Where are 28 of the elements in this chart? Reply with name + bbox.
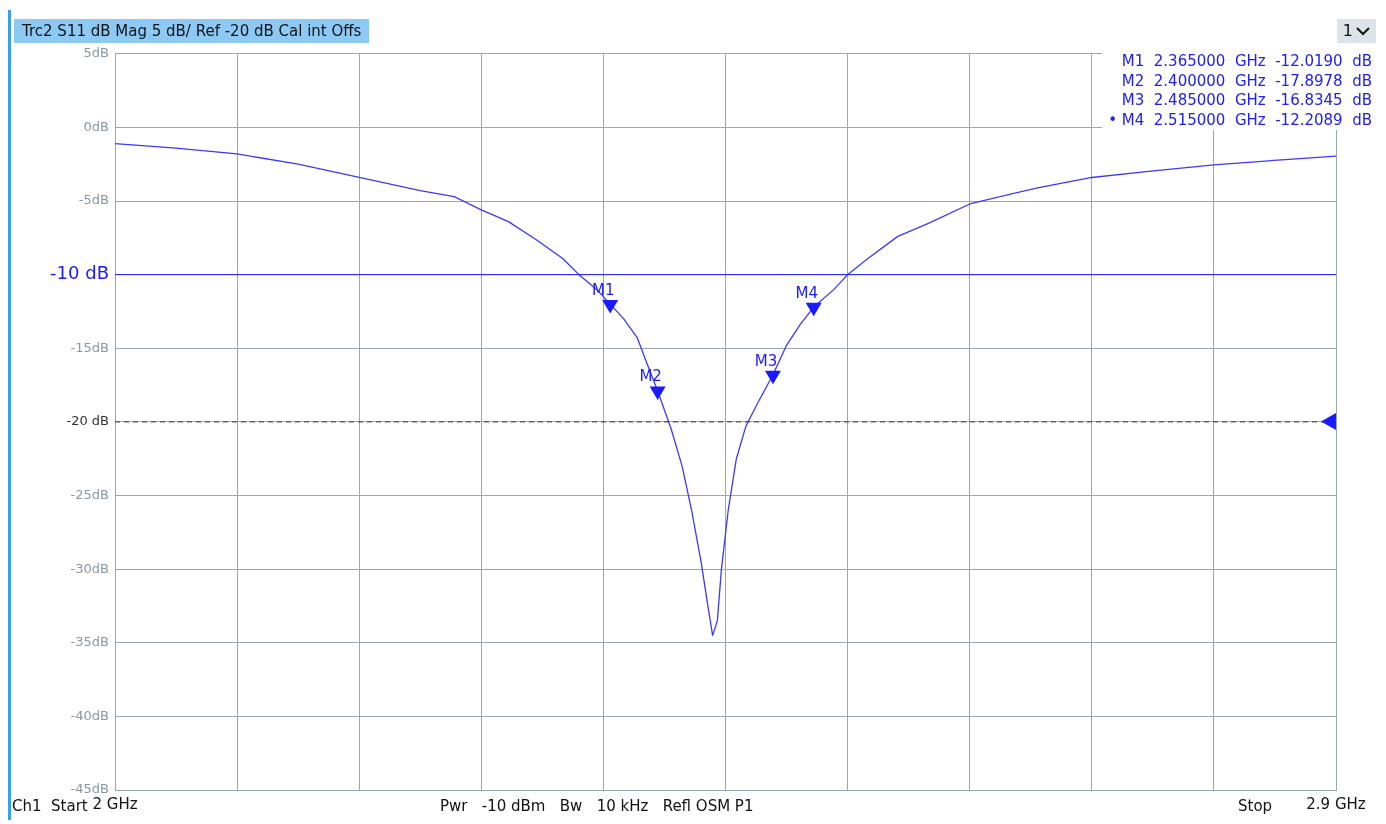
y-tick-label: -40dB — [70, 707, 109, 723]
y-tick-label: -30dB — [70, 560, 109, 576]
annotation: • M4 2.515000 GHz -12.2089 dB — [1108, 110, 1372, 130]
y-tick-label: 0dB — [83, 118, 109, 134]
y-tick-label: -45dB — [70, 781, 109, 797]
ref-line-label: -20 dB — [66, 413, 109, 429]
annotation: M3 — [754, 351, 778, 370]
ref-line-label: -10 dB — [50, 262, 109, 284]
y-tick-label: -25dB — [70, 486, 109, 502]
point — [805, 302, 822, 317]
text: Ch1 Start — [12, 797, 88, 815]
y-tick-label: -5dB — [78, 192, 109, 208]
point — [602, 299, 619, 314]
y-tick-label: -35dB — [70, 634, 109, 650]
text: Stop — [1238, 796, 1273, 817]
x-tick-label: 2.9 GHz — [1306, 794, 1366, 813]
point — [764, 370, 781, 385]
annotation: M1 2.365000 GHz -12.0190 dB — [1120, 52, 1372, 72]
annotation: M4 — [795, 283, 818, 302]
x-tick-label: 2 GHz — [92, 794, 138, 813]
y-tick-label: -15dB — [70, 339, 109, 355]
annotation: M3 2.485000 GHz -16.8345 dB — [1120, 91, 1372, 111]
annotation: M2 2.400000 GHz -17.8978 dB — [1120, 71, 1372, 91]
text: Pwr -10 dBm Bw 10 kHz Refl OSM P1 — [440, 796, 754, 817]
y-tick-label: 5dB — [83, 45, 109, 61]
chart-title: Trc2 S11 dB Mag 5 dB/ Ref -20 dB Cal int Offs — [14, 19, 370, 43]
point — [649, 386, 666, 400]
text: 1 — [1342, 20, 1353, 42]
